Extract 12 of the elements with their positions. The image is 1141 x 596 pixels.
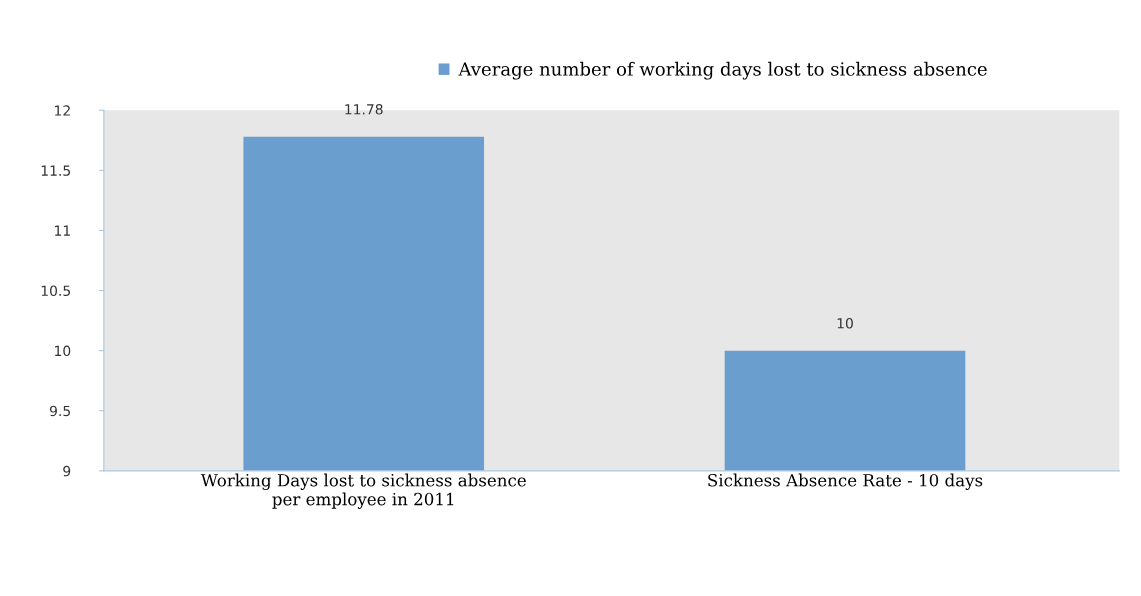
y-tick-label: 11.5 bbox=[41, 165, 70, 176]
data-label: 11.78 bbox=[345, 104, 383, 115]
x-tick-label: Working Days lost to sickness absence per employee in 2011 bbox=[200, 473, 526, 509]
legend-label: Average number of working days lost to sickness absence bbox=[458, 61, 987, 80]
x-tick-label: Sickness Absence Rate - 10 days bbox=[708, 473, 983, 490]
y-tick-label: 12 bbox=[55, 105, 70, 116]
y-tick-label: 11 bbox=[55, 225, 70, 236]
data-label: 10 bbox=[837, 318, 853, 329]
y-tick-label: 10 bbox=[55, 345, 71, 357]
y-tick-label: 9 bbox=[63, 465, 71, 477]
y-tick-label: 9.5 bbox=[49, 405, 70, 417]
y-tick-label: 10.5 bbox=[41, 285, 70, 297]
